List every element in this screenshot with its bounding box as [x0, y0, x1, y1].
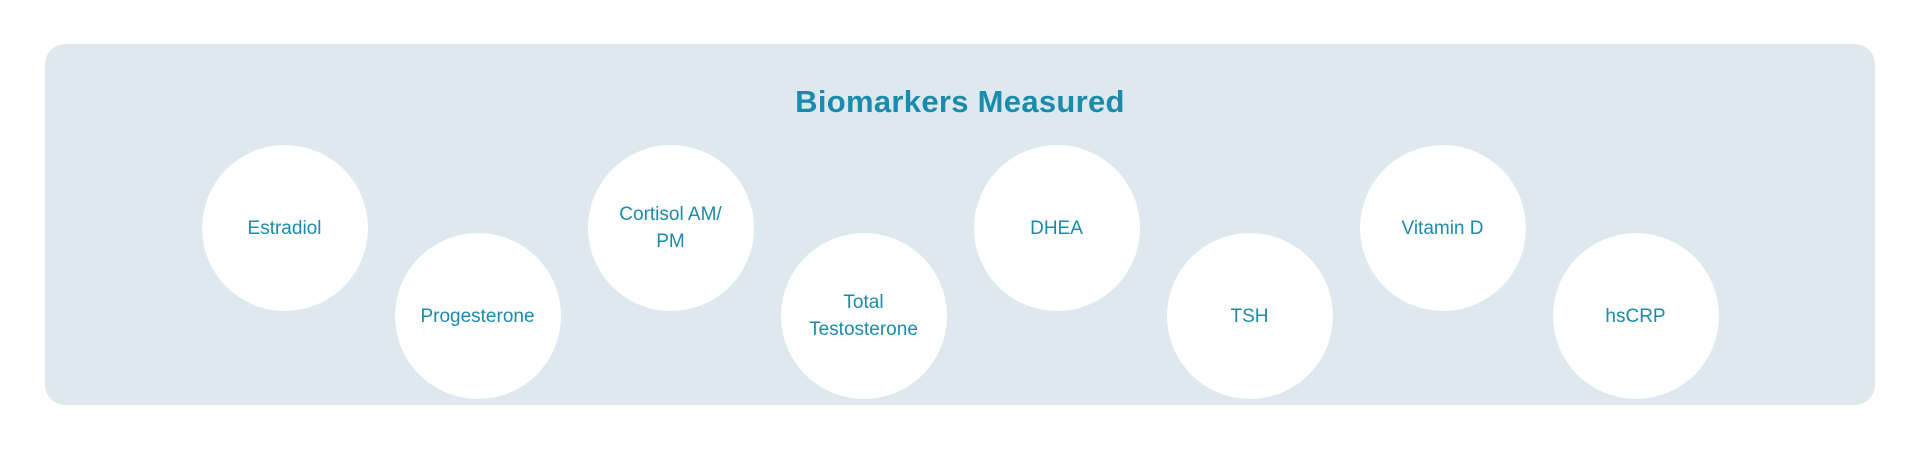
biomarker-label: PM [656, 231, 685, 253]
panel-title: Biomarkers Measured [795, 83, 1125, 119]
biomarker-label: TSH [1230, 305, 1269, 327]
biomarker-label: Total [843, 292, 884, 314]
biomarker-circle-hscrp: hsCRP [1552, 233, 1719, 400]
biomarker-circle-total-testosterone: Total Testosterone [780, 233, 947, 400]
biomarker-label: Estradiol [247, 217, 322, 239]
biomarkers-panel: Biomarkers Measured Estradiol Progestero… [45, 44, 1875, 405]
biomarker-circle-progesterone: Progesterone [394, 233, 561, 400]
biomarker-circles-row: Estradiol Progesterone Cortisol AM/ PM T… [45, 145, 1875, 403]
biomarker-label: Progesterone [420, 305, 535, 327]
biomarker-circle-cortisol-am-pm: Cortisol AM/ PM [587, 145, 754, 312]
biomarker-label: Testosterone [809, 319, 918, 341]
biomarker-circle-tsh: TSH [1166, 233, 1333, 400]
biomarker-label: hsCRP [1605, 305, 1666, 327]
biomarker-circle-dhea: DHEA [973, 145, 1140, 312]
biomarker-circle-estradiol: Estradiol [201, 145, 368, 312]
biomarker-circle-vitamin-d: Vitamin D [1359, 145, 1526, 312]
biomarker-label: DHEA [1030, 217, 1083, 239]
biomarker-label: Vitamin D [1401, 217, 1484, 239]
biomarker-label: Cortisol AM/ [619, 204, 722, 226]
